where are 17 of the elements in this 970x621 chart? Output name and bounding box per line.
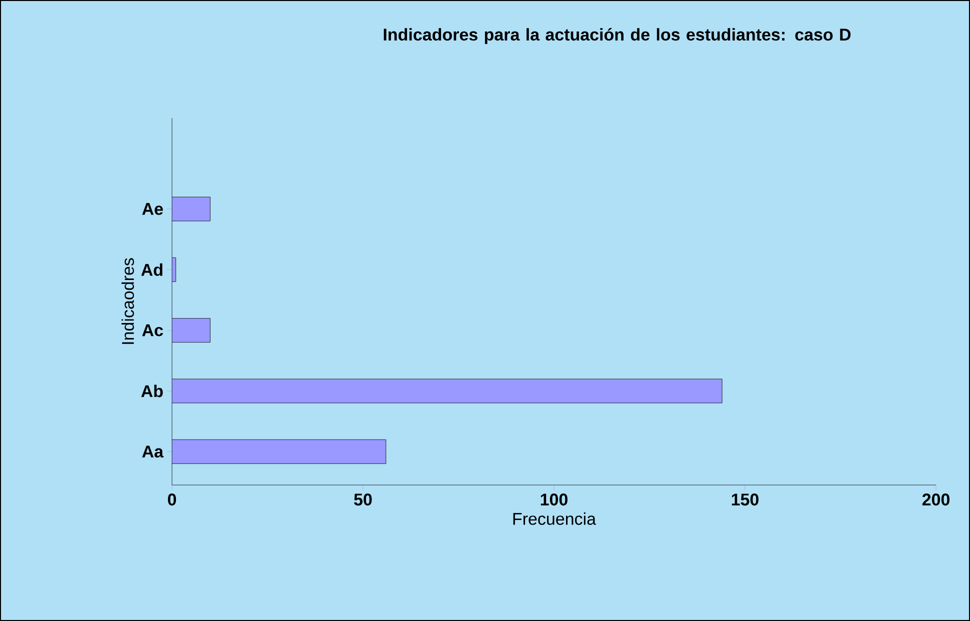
bar (172, 196, 210, 222)
bar (172, 378, 722, 404)
y-tick-label: Ae (142, 203, 163, 215)
x-tick-label: 200 (922, 494, 950, 506)
y-axis-title: Indicaodres (122, 258, 134, 344)
bar (172, 439, 386, 464)
bar (172, 318, 210, 343)
chart-title: Indicadores para la actuación de los estudiantes: caso D (384, 28, 851, 44)
x-tick-label: 50 (354, 494, 372, 506)
y-tick-label: Ad (141, 263, 162, 276)
y-tick-label: Ab (141, 384, 163, 398)
x-tick-label: 100 (540, 494, 568, 506)
x-tick-label: 0 (168, 494, 176, 506)
x-tick-label: 150 (732, 494, 758, 506)
x-axis-title: Frecuencia (513, 512, 596, 525)
y-tick-label: Ac (142, 324, 163, 336)
y-tick-label: Aa (142, 446, 164, 458)
